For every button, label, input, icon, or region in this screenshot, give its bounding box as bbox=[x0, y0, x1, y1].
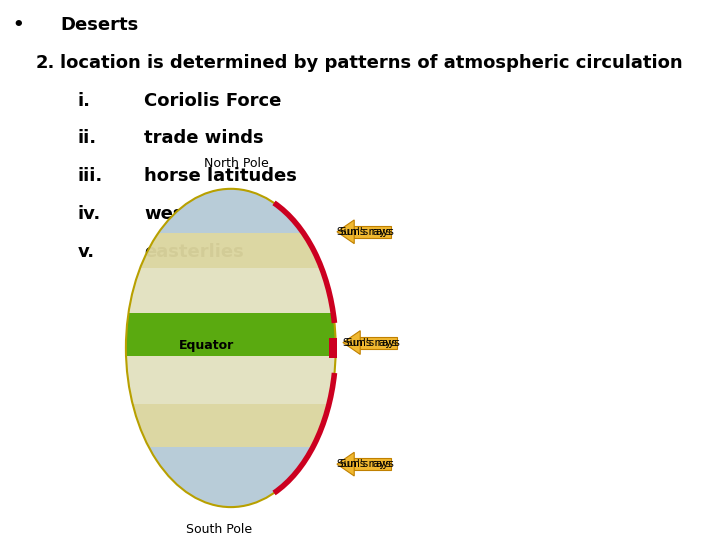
Bar bbox=[126, 268, 336, 313]
Text: Equator: Equator bbox=[179, 339, 235, 352]
Text: •: • bbox=[12, 16, 24, 34]
Text: Deserts: Deserts bbox=[60, 16, 138, 34]
Text: iv.: iv. bbox=[78, 205, 102, 223]
Text: horse latitudes: horse latitudes bbox=[144, 167, 297, 185]
Text: Sun's rays: Sun's rays bbox=[340, 459, 394, 469]
Bar bbox=[126, 233, 336, 268]
Text: easterlies: easterlies bbox=[144, 243, 243, 261]
Text: trade winds: trade winds bbox=[144, 130, 264, 147]
Text: 2.: 2. bbox=[36, 54, 55, 72]
Text: Sun's rays: Sun's rays bbox=[343, 338, 397, 348]
Text: v.: v. bbox=[78, 243, 95, 261]
Bar bbox=[126, 447, 336, 507]
Bar bbox=[126, 189, 336, 233]
Text: westerlies: westerlies bbox=[144, 205, 248, 223]
Bar bbox=[126, 404, 336, 447]
Bar bbox=[353, 226, 391, 238]
Text: Sun's rays: Sun's rays bbox=[340, 227, 394, 237]
Polygon shape bbox=[343, 330, 360, 354]
Text: i.: i. bbox=[78, 92, 91, 110]
Text: iii.: iii. bbox=[78, 167, 103, 185]
Text: South Pole: South Pole bbox=[186, 523, 252, 536]
Text: Coriolis Force: Coriolis Force bbox=[144, 92, 282, 110]
Bar bbox=[330, 338, 337, 357]
Text: Sun's rays: Sun's rays bbox=[337, 227, 391, 237]
Text: Sun's rays: Sun's rays bbox=[346, 338, 400, 348]
Bar bbox=[126, 313, 336, 356]
Text: location is determined by patterns of atmospheric circulation: location is determined by patterns of at… bbox=[60, 54, 683, 72]
Bar bbox=[126, 356, 336, 404]
Text: Sun's rays: Sun's rays bbox=[337, 459, 391, 469]
Bar bbox=[359, 336, 397, 348]
Text: North Pole: North Pole bbox=[204, 157, 269, 170]
Polygon shape bbox=[337, 453, 354, 476]
Polygon shape bbox=[337, 220, 354, 244]
Text: ii.: ii. bbox=[78, 130, 97, 147]
Bar bbox=[353, 458, 391, 470]
Ellipse shape bbox=[126, 189, 336, 507]
